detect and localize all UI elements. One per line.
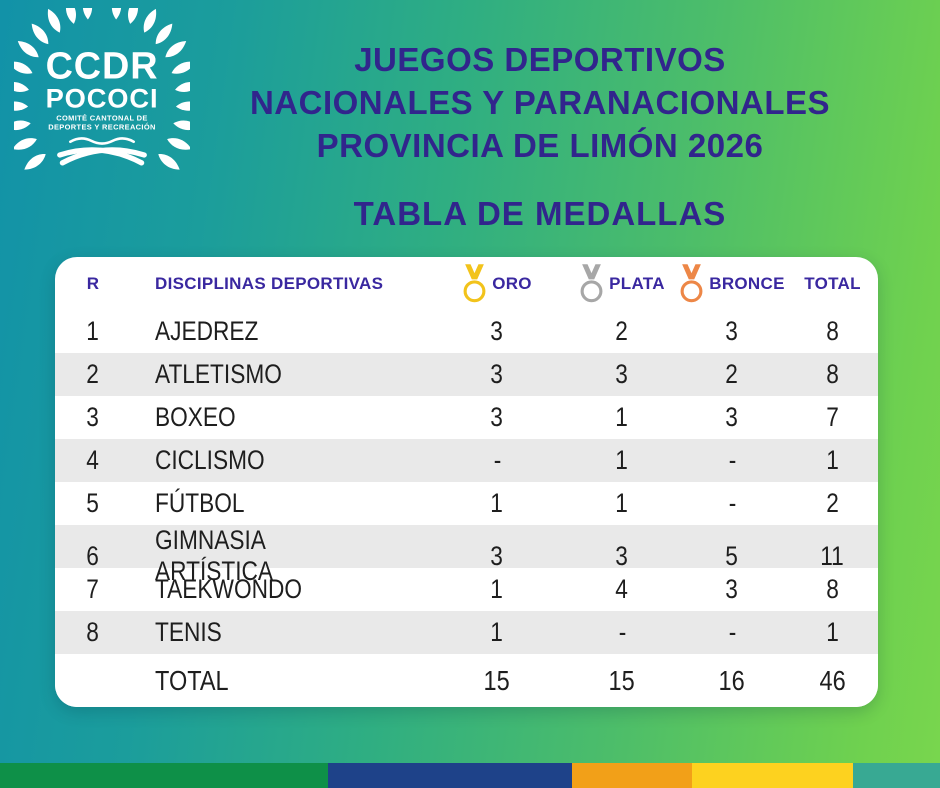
table-row: 2 ATLETISMO 3 3 2 8 <box>55 353 878 396</box>
bronze-cell: 3 <box>725 402 739 432</box>
gold-cell: - <box>493 445 501 475</box>
table-body: 1 AJEDREZ 3 2 3 8 2 ATLETISMO 3 3 2 8 3 … <box>55 310 878 654</box>
laurel-wreath-icon: CCDR POCOCI COMITÉ CANTONAL DE DEPORTES … <box>1 0 203 174</box>
silver-column-label: PLATA <box>609 273 665 293</box>
table-subtitle: TABLA DE MEDALLAS <box>353 195 727 232</box>
discipline-cell: TAEKWONDO <box>155 574 302 604</box>
total-cell: 1 <box>826 445 839 475</box>
total-cell: 8 <box>826 359 839 389</box>
gold-cell: 1 <box>490 574 504 604</box>
silver-column-header: PLATA <box>567 263 677 304</box>
silver-medal-icon <box>580 263 603 302</box>
table-row: 5 FÚTBOL 1 1 - 2 <box>55 482 878 525</box>
silver-cell: 4 <box>615 574 629 604</box>
table-row: 3 BOXEO 3 1 3 7 <box>55 396 878 439</box>
silver-cell: 2 <box>615 316 629 346</box>
discipline-cell: CICLISMO <box>155 445 265 475</box>
discipline-cell: ATLETISMO <box>155 359 282 389</box>
total-column-header: TOTAL <box>804 273 861 293</box>
title-line-1: JUEGOS DEPORTIVOS <box>354 41 726 78</box>
gold-column-header: ORO <box>427 263 567 304</box>
rank-column-header: R <box>86 273 100 293</box>
rank-cell: 1 <box>86 316 100 346</box>
bronze-column-label: BRONCE <box>709 273 785 293</box>
table-row: 7 TAEKWONDO 1 4 3 8 <box>55 568 878 611</box>
gold-cell: 1 <box>490 488 504 518</box>
footer-segment-orange <box>572 763 692 788</box>
gold-cell: 3 <box>490 540 504 571</box>
silver-cell: 1 <box>615 445 629 475</box>
logo-acronym: CCDR <box>46 45 159 87</box>
bronze-cell: 2 <box>725 359 739 389</box>
bronze-cell: - <box>728 617 736 647</box>
total-cell: 8 <box>826 574 839 604</box>
footer-color-stripe <box>0 763 940 788</box>
silver-cell: - <box>618 617 626 647</box>
gold-column-label: ORO <box>492 273 532 293</box>
title-line-2: NACIONALES Y PARANACIONALES <box>249 84 831 121</box>
bronze-cell: 3 <box>725 574 739 604</box>
table-row: 6 GIMNASIA ARTÍSTICA 3 3 5 11 <box>55 525 878 586</box>
silver-cell: 1 <box>615 488 629 518</box>
rank-cell: 6 <box>86 540 100 571</box>
table-row: 1 AJEDREZ 3 2 3 8 <box>55 310 878 353</box>
gold-cell: 3 <box>490 359 504 389</box>
rank-cell: 4 <box>86 445 100 475</box>
silver-total-cell: 15 <box>608 665 636 696</box>
rank-cell: 8 <box>86 617 100 647</box>
bronze-total-cell: 16 <box>718 665 746 696</box>
medal-table-card: R DISCIPLINAS DEPORTIVAS ORO PLATA <box>55 257 878 707</box>
discipline-cell: AJEDREZ <box>155 316 259 346</box>
total-cell: 11 <box>820 540 845 571</box>
discipline-cell: TENIS <box>155 617 222 647</box>
bronze-column-header: BRONCE <box>677 263 787 304</box>
gold-cell: 3 <box>490 316 504 346</box>
logo-subtitle-line2: DEPORTES Y RECREACIÓN <box>48 122 156 131</box>
bronze-cell: 3 <box>725 316 739 346</box>
discipline-cell: BOXEO <box>155 402 236 432</box>
ccdr-pococi-logo: CCDR POCOCI COMITÉ CANTONAL DE DEPORTES … <box>1 0 203 184</box>
silver-cell: 1 <box>615 402 629 432</box>
discipline-cell: FÚTBOL <box>155 488 245 518</box>
footer-segment-green <box>0 763 328 788</box>
footer-segment-yellow <box>692 763 853 788</box>
logo-subtitle-line1: COMITÉ CANTONAL DE <box>56 114 148 123</box>
table-header-row: R DISCIPLINAS DEPORTIVAS ORO PLATA <box>55 257 878 310</box>
logo-name: POCOCI <box>46 82 159 113</box>
table-row: 8 TENIS 1 - - 1 <box>55 611 878 654</box>
gold-cell: 3 <box>490 402 504 432</box>
gold-cell: 1 <box>490 617 504 647</box>
grand-total-cell: 46 <box>819 665 846 696</box>
footer-segment-blue <box>328 763 572 788</box>
gold-total-cell: 15 <box>483 665 511 696</box>
rank-cell: 7 <box>86 574 100 604</box>
bronze-medal-icon <box>680 263 703 302</box>
rank-cell: 5 <box>86 488 100 518</box>
page-title: JUEGOS DEPORTIVOS NACIONALES Y PARANACIO… <box>150 38 930 167</box>
total-cell: 8 <box>826 316 839 346</box>
table-total-row: TOTAL 15 15 16 46 <box>55 654 878 707</box>
rank-cell: 3 <box>86 402 100 432</box>
total-cell: 1 <box>826 617 839 647</box>
discipline-column-header: DISCIPLINAS DEPORTIVAS <box>155 273 384 293</box>
silver-cell: 3 <box>615 359 629 389</box>
total-cell: 2 <box>826 488 839 518</box>
title-line-3: PROVINCIA DE LIMÓN 2026 <box>316 127 764 164</box>
discipline-cell: GIMNASIA ARTÍSTICA <box>155 525 274 586</box>
bronze-cell: 5 <box>725 540 739 571</box>
rank-cell: 2 <box>86 359 100 389</box>
total-label-cell: TOTAL <box>155 665 229 696</box>
table-row: 4 CICLISMO - 1 - 1 <box>55 439 878 482</box>
total-cell: 7 <box>826 402 839 432</box>
bronze-cell: - <box>728 488 736 518</box>
silver-cell: 3 <box>615 540 629 571</box>
gold-medal-icon <box>463 263 486 302</box>
footer-segment-teal <box>853 763 940 788</box>
bronze-cell: - <box>728 445 736 475</box>
